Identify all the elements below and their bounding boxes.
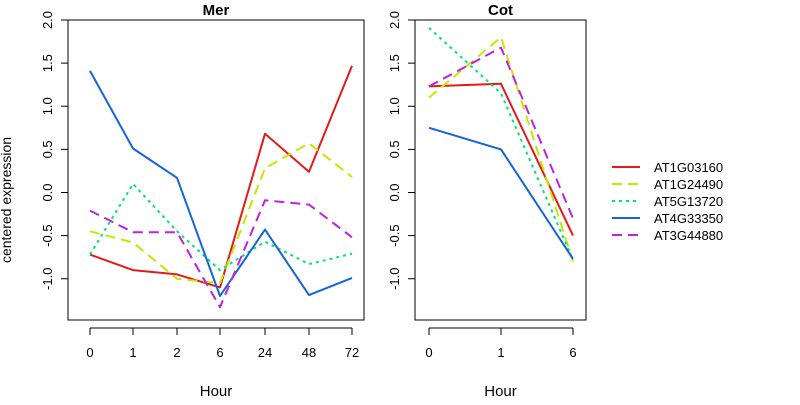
- panel-title: Cot: [488, 2, 513, 19]
- x-tick-label: 0: [86, 345, 93, 360]
- legend: AT1G03160 AT1G24490 AT5G13720 AT4G33350 AT3G…: [612, 160, 723, 243]
- y-tick-label: 0.0: [387, 183, 402, 201]
- x-tick-label: 2: [173, 345, 180, 360]
- plot-frame: [414, 19, 587, 321]
- x-tick-label: 72: [345, 345, 359, 360]
- y-tick-label: -0.5: [40, 224, 55, 246]
- x-tick-label: 48: [302, 345, 316, 360]
- x-tick-label: 6: [216, 345, 223, 360]
- series-line-at5g13720: [428, 27, 574, 261]
- y-tick-label: 0.5: [40, 140, 55, 158]
- panel-mer: Mer -1.0 -0.5 0.0 0.5 1.0 1.5 2.0 0 1 2 6 24 48 72 Hour: [40, 2, 365, 400]
- y-tick-label: -0.5: [387, 224, 402, 246]
- x-axis-label: Hour: [200, 383, 233, 400]
- x-tick-label: 1: [497, 345, 504, 360]
- y-tick-label: -1.0: [40, 268, 55, 290]
- legend-label: AT1G03160: [654, 160, 723, 175]
- legend-label: AT5G13720: [654, 194, 723, 209]
- series-line-at4g33350: [428, 126, 574, 260]
- series-line-at1g24490: [89, 142, 353, 285]
- series-line-at5g13720: [89, 182, 353, 272]
- panel-title: Mer: [203, 2, 230, 19]
- y-axis-label: centered expression: [0, 137, 14, 263]
- series-line-at1g03160: [428, 82, 574, 237]
- legend-label: AT4G33350: [654, 211, 723, 226]
- legend-label: AT3G44880: [654, 228, 723, 243]
- legend-label: AT1G24490: [654, 177, 723, 192]
- series-line-at1g03160: [89, 65, 353, 289]
- x-tick-label: 1: [129, 345, 136, 360]
- series-line-at4g33350: [89, 70, 353, 297]
- y-tick-label: 2.0: [387, 11, 402, 29]
- y-tick-label: -1.0: [387, 268, 402, 290]
- series-line-at3g44880: [428, 46, 574, 219]
- y-tick-label: 0.0: [40, 183, 55, 201]
- x-tick-label: 0: [425, 345, 432, 360]
- x-axis-label: Hour: [484, 383, 517, 400]
- plot-frame: [67, 19, 365, 321]
- y-tick-label: 1.0: [40, 97, 55, 115]
- panel-cot: Cot -1.0 -0.5 0.0 0.5 1.0 1.5 2.0 0 1 6 Hour: [387, 2, 587, 400]
- series-line-at3g44880: [89, 199, 353, 309]
- y-tick-label: 1.0: [387, 97, 402, 115]
- y-tick-label: 1.5: [40, 54, 55, 72]
- y-tick-label: 0.5: [387, 140, 402, 158]
- y-tick-label: 1.5: [387, 54, 402, 72]
- y-tick-label: 2.0: [40, 11, 55, 29]
- x-tick-label: 24: [258, 345, 272, 360]
- x-tick-label: 6: [569, 345, 576, 360]
